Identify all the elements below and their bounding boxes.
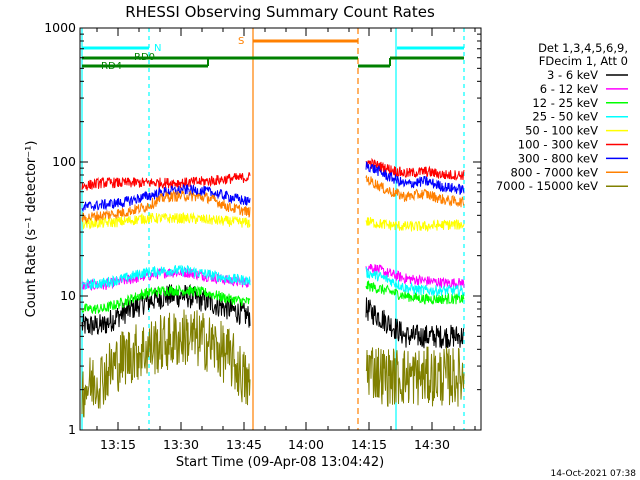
series-300-800-trace	[365, 161, 465, 195]
rd4-label: RD4	[101, 61, 122, 72]
legend-label: 50 - 100 keV	[525, 124, 598, 138]
series-800-7000-trace	[365, 175, 465, 208]
legend-header-line-2: FDecim 1, Att 0	[539, 54, 628, 68]
legend-label: 12 - 25 keV	[532, 96, 598, 110]
series-3-6-trace	[365, 297, 465, 349]
series-12-25-trace	[81, 284, 251, 315]
legend-label: 300 - 800 keV	[518, 151, 598, 165]
legend-label: 6 - 12 keV	[540, 82, 598, 96]
x-tick-label: 14:00	[288, 437, 324, 452]
series-300-800-trace	[81, 184, 251, 213]
legend-header-line-1: Det 1,3,4,5,6,9,	[538, 41, 628, 55]
series-800-7000-trace	[81, 189, 251, 225]
x-axis-title: Start Time (09-Apr-08 13:04:42)	[176, 455, 384, 470]
x-tick-label: 13:30	[163, 437, 199, 452]
series-25-50-trace	[365, 267, 465, 297]
rd0-label: RD0	[134, 52, 155, 63]
series-12-25-trace	[365, 280, 465, 306]
legend-label: 800 - 7000 keV	[510, 165, 598, 179]
y-tick-label: 1	[68, 422, 76, 437]
series-50-100-trace	[365, 217, 465, 233]
series-7000-15000-trace	[81, 309, 251, 418]
legend-label: 3 - 6 keV	[547, 68, 598, 82]
series-7000-15000-trace	[365, 346, 465, 407]
saa-label: S	[238, 36, 244, 47]
plot-content	[81, 28, 465, 430]
y-axis-title: Count Rate (s⁻¹ detector⁻¹)	[24, 141, 39, 318]
legend-label: 25 - 50 keV	[532, 110, 598, 124]
x-tick-label: 13:15	[100, 437, 136, 452]
series-25-50-trace	[81, 264, 251, 290]
footer-date: 14-Oct-2021 07:38	[551, 469, 637, 479]
night-label: N	[154, 43, 161, 54]
legend-label: 7000 - 15000 keV	[496, 179, 598, 193]
x-tick-label: 14:15	[351, 437, 387, 452]
plot-frame	[79, 27, 482, 431]
series-100-300-trace	[81, 172, 251, 191]
legend-label: 100 - 300 keV	[518, 138, 598, 152]
x-tick-label: 13:45	[226, 437, 262, 452]
y-tick-label: 100	[52, 154, 76, 169]
y-tick-label: 10	[60, 288, 76, 303]
x-tick-label: 14:30	[414, 437, 450, 452]
chart-title: RHESSI Observing Summary Count Rates	[125, 3, 435, 21]
series-6-12-trace	[365, 263, 465, 290]
axes: 1 10 100 1000 13:15 13:30 13:45 14:00 14:15 14:30	[44, 20, 481, 452]
y-tick-label: 1000	[44, 20, 76, 35]
series-50-100-trace	[81, 211, 251, 230]
series-100-300-trace	[365, 157, 465, 181]
